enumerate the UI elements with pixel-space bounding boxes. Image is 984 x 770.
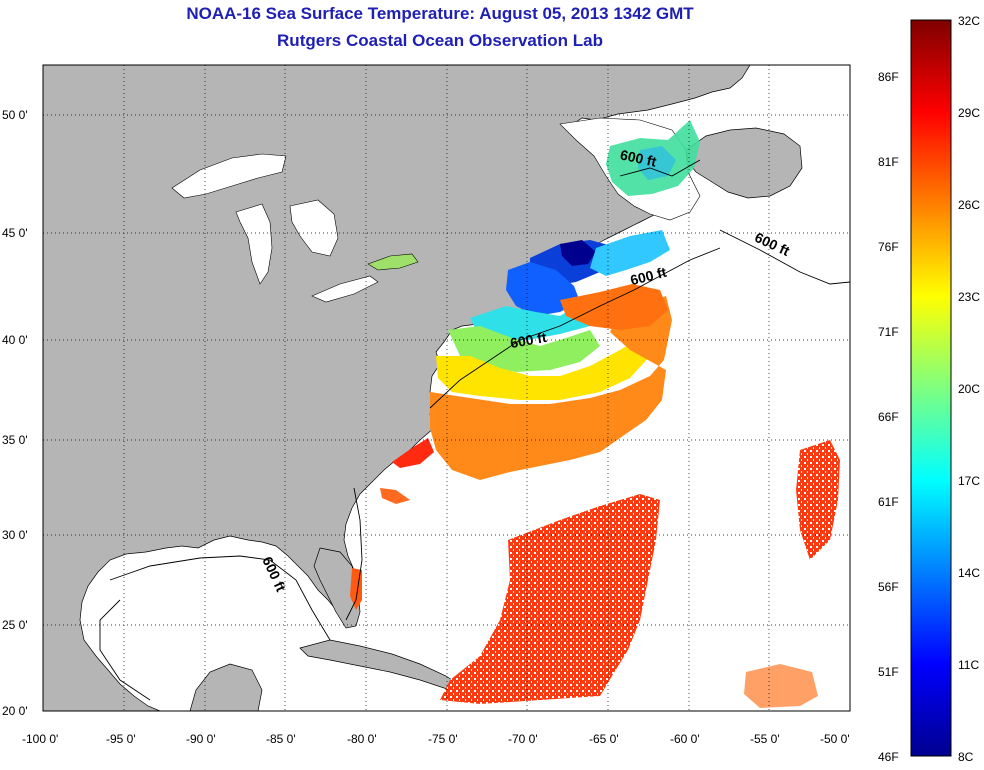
lon-label-55: -55 0' <box>750 732 780 746</box>
colorbar-celsius-14: 14C <box>958 566 981 580</box>
lon-label-100: -100 0' <box>22 732 59 746</box>
lon-label-50: -50 0' <box>820 732 850 746</box>
lake-michigan <box>235 203 273 285</box>
colorbar-fahrenheit-71: 71F <box>878 325 899 339</box>
map-frame <box>42 64 851 712</box>
lon-label-75: -75 0' <box>428 732 458 746</box>
lat-label-25: 25 0' <box>2 618 28 632</box>
lat-label-20: 20 0' <box>2 704 28 718</box>
colorbar-celsius-11: 11C <box>958 658 980 672</box>
colorbar-celsius-26: 26C <box>958 198 981 212</box>
lat-label-50: 50 0' <box>2 108 28 122</box>
lake-superior <box>171 153 287 199</box>
lon-label-85: -85 0' <box>266 732 296 746</box>
lat-label-40: 40 0' <box>2 333 28 347</box>
colorbar-celsius-23: 23C <box>958 290 981 304</box>
lon-label-80: -80 0' <box>347 732 377 746</box>
colorbar-celsius-17: 17C <box>958 474 981 488</box>
lat-label-35: 35 0' <box>2 433 28 447</box>
graticule-grid <box>43 65 850 711</box>
colorbar-fahrenheit-76: 76F <box>878 240 899 254</box>
colorbar-fahrenheit-56: 56F <box>878 580 899 594</box>
colorbar-fahrenheit-86: 86F <box>878 70 899 84</box>
lake-huron <box>289 199 339 257</box>
colorbar-fahrenheit-66: 66F <box>878 410 899 424</box>
lon-label-60: -60 0' <box>670 732 700 746</box>
lon-label-90: -90 0' <box>186 732 216 746</box>
colorbar-fahrenheit-81: 81F <box>878 155 899 169</box>
colorbar-celsius-8: 8C <box>958 750 974 764</box>
map-subtitle: Rutgers Coastal Ocean Observation Lab <box>277 31 603 50</box>
lon-label-95: -95 0' <box>106 732 136 746</box>
colorbar <box>910 19 952 757</box>
lon-label-65: -65 0' <box>589 732 619 746</box>
yucatan-peninsula <box>189 663 263 711</box>
colorbar-fahrenheit-51: 51F <box>878 665 899 679</box>
newfoundland-island <box>685 127 803 199</box>
lon-label-70: -70 0' <box>508 732 538 746</box>
sst-overlay <box>350 120 840 708</box>
lat-label-30: 30 0' <box>2 528 28 542</box>
map-title: NOAA-16 Sea Surface Temperature: August … <box>186 4 694 23</box>
colorbar-fahrenheit-46: 46F <box>878 750 899 764</box>
lake-erie <box>311 275 379 303</box>
colorbar-celsius-29: 29C <box>958 106 981 120</box>
florida-peninsula <box>313 547 361 629</box>
colorbar-celsius-20: 20C <box>958 382 981 396</box>
depth-contour-lines <box>99 159 850 701</box>
lat-label-45: 45 0' <box>2 226 28 240</box>
colorbar-celsius-32: 32C <box>958 14 981 28</box>
lake-ontario <box>367 253 419 271</box>
colorbar-fahrenheit-61: 61F <box>878 495 899 509</box>
